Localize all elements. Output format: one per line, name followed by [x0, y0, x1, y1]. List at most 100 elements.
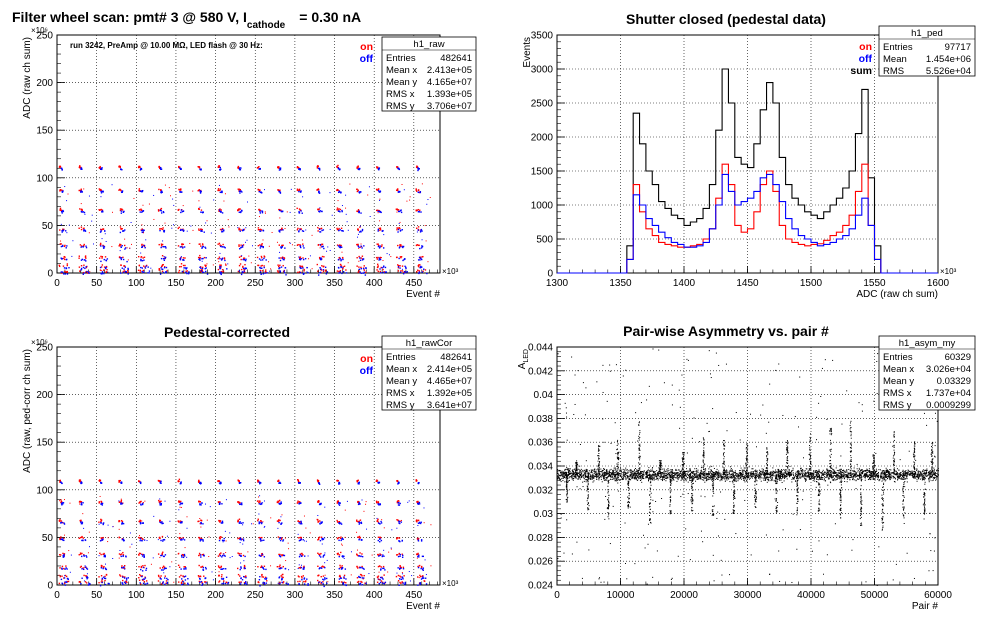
data-point-off	[398, 168, 401, 171]
data-point	[631, 475, 633, 477]
data-point	[924, 469, 926, 471]
data-point-sparse	[219, 252, 221, 254]
data-point	[771, 474, 773, 476]
data-point-sparse	[366, 528, 368, 530]
data-point-off	[281, 577, 283, 580]
data-point-on	[357, 567, 359, 569]
data-point-on	[106, 269, 108, 271]
data-point	[780, 475, 782, 477]
data-point-on	[281, 576, 283, 578]
data-point-off	[338, 169, 341, 171]
y-axis-label-sub: LED	[523, 349, 530, 363]
data-point-on	[297, 166, 300, 169]
data-point-off	[127, 268, 129, 271]
data-point-sparse	[223, 200, 225, 202]
data-point-on	[296, 188, 299, 190]
grid	[57, 347, 440, 585]
data-point	[561, 470, 563, 472]
data-point-off	[142, 522, 144, 524]
data-point-off	[61, 212, 63, 214]
data-point-off	[320, 257, 322, 259]
data-point-on	[59, 229, 61, 231]
data-point-off	[265, 577, 268, 579]
data-point-off	[84, 230, 87, 232]
data-point-on	[397, 267, 400, 269]
data-point-off	[164, 567, 166, 569]
data-point-on	[105, 271, 107, 273]
data-point-on	[122, 271, 124, 273]
data-point-on	[336, 479, 339, 482]
data-point	[731, 474, 733, 476]
data-point-off	[104, 583, 107, 586]
data-point	[929, 477, 931, 479]
data-point-off	[161, 191, 163, 193]
data-point-off	[181, 229, 184, 231]
data-point-off	[199, 554, 202, 556]
data-point-off	[160, 539, 162, 542]
data-point	[658, 473, 660, 475]
data-point	[801, 470, 803, 472]
data-point-on	[243, 566, 246, 568]
data-point-off	[60, 271, 62, 273]
data-point-off	[120, 258, 123, 261]
data-point	[864, 477, 866, 479]
data-point-off	[340, 258, 342, 261]
data-point	[872, 477, 874, 479]
data-point-on	[239, 263, 242, 265]
data-point-on	[237, 552, 239, 554]
data-point-off	[223, 568, 225, 570]
data-point-off	[163, 246, 165, 248]
data-point-on	[357, 554, 359, 557]
data-point-off	[120, 503, 122, 505]
data-point-sparse	[408, 571, 410, 573]
data-point	[699, 476, 701, 478]
data-point-sparse	[69, 502, 71, 504]
data-point-on	[317, 565, 319, 567]
data-point-on	[336, 500, 339, 503]
data-point-on	[237, 573, 240, 576]
data-point-on	[397, 270, 400, 272]
data-point	[863, 476, 865, 478]
data-point-on	[298, 208, 301, 210]
data-point-on	[99, 209, 101, 211]
data-point	[704, 477, 706, 479]
data-point-off	[164, 554, 167, 556]
data-point-off	[143, 539, 146, 541]
data-point-on	[99, 243, 102, 245]
data-point-on	[317, 189, 319, 191]
stats-box	[381, 335, 477, 411]
data-point-on	[217, 555, 220, 557]
data-point-sparse	[181, 246, 183, 248]
data-point-sparse	[79, 537, 81, 539]
data-point-on	[63, 553, 66, 555]
data-point-off	[298, 583, 300, 585]
data-point-sparse	[89, 271, 91, 273]
data-point-on	[58, 264, 61, 267]
data-point-off	[302, 267, 304, 269]
data-point-off	[241, 503, 243, 506]
data-point-on	[277, 520, 279, 522]
data-point	[782, 476, 784, 478]
data-point	[613, 473, 615, 475]
data-point	[576, 474, 578, 476]
data-point-sparse	[403, 189, 405, 191]
data-point-on	[320, 575, 322, 578]
data-point-off	[80, 522, 83, 525]
data-point-on	[104, 575, 106, 578]
data-point-off	[243, 259, 246, 261]
data-point-sparse	[129, 532, 131, 534]
data-point-off	[220, 568, 222, 570]
chart-title: Pedestal-corrected	[164, 324, 290, 340]
data-point-off	[358, 191, 360, 193]
data-point-off	[382, 567, 384, 570]
data-point-on	[102, 244, 104, 247]
data-point-off	[338, 481, 341, 484]
data-point-on	[85, 575, 88, 577]
data-point	[598, 477, 600, 479]
data-point-off	[244, 555, 246, 558]
data-point-sparse	[123, 269, 125, 271]
data-point-on	[418, 244, 420, 247]
data-point-on	[185, 270, 187, 272]
data-point-on	[399, 575, 401, 577]
data-point	[619, 470, 621, 472]
